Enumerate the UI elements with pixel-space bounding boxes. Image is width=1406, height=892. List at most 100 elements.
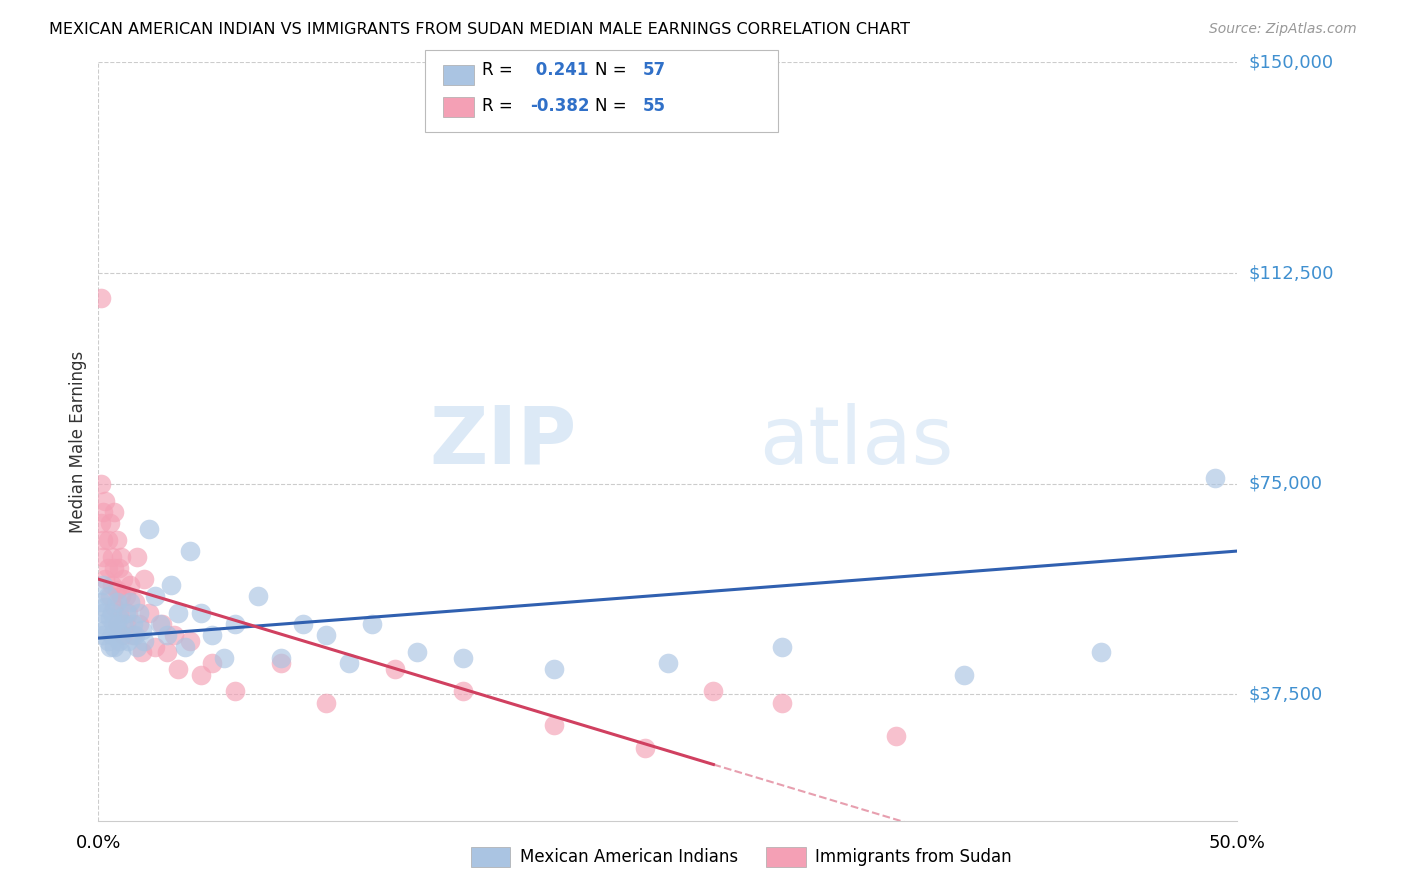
Point bbox=[105, 617, 128, 632]
Text: N =: N = bbox=[595, 62, 631, 79]
Text: 57: 57 bbox=[643, 62, 665, 79]
Point bbox=[543, 718, 565, 732]
Point bbox=[91, 578, 114, 592]
Point bbox=[132, 634, 155, 648]
Point bbox=[190, 667, 212, 681]
Point bbox=[167, 606, 190, 620]
Point bbox=[953, 667, 976, 681]
Point bbox=[90, 594, 112, 608]
Point bbox=[103, 640, 125, 654]
Point bbox=[884, 730, 907, 744]
Point bbox=[101, 628, 124, 642]
Point bbox=[120, 578, 142, 592]
Point bbox=[98, 589, 121, 603]
Point bbox=[179, 544, 201, 558]
Point bbox=[270, 650, 292, 665]
Point bbox=[634, 740, 657, 755]
Point bbox=[138, 606, 160, 620]
Text: Immigrants from Sudan: Immigrants from Sudan bbox=[815, 848, 1012, 866]
Text: ZIP: ZIP bbox=[429, 402, 576, 481]
Point bbox=[98, 516, 121, 530]
Point bbox=[114, 589, 136, 603]
Point bbox=[201, 657, 224, 671]
Point bbox=[384, 662, 406, 676]
Point bbox=[156, 645, 179, 659]
Point bbox=[91, 606, 114, 620]
Point bbox=[131, 623, 153, 637]
Point bbox=[406, 645, 429, 659]
Point bbox=[1204, 471, 1226, 485]
Point bbox=[145, 589, 167, 603]
Point bbox=[91, 549, 114, 564]
Point bbox=[105, 533, 128, 547]
Text: $37,500: $37,500 bbox=[1249, 685, 1323, 703]
Point bbox=[105, 583, 128, 598]
Text: $75,000: $75,000 bbox=[1249, 475, 1323, 492]
Point bbox=[94, 600, 117, 615]
Point bbox=[103, 561, 125, 575]
Point bbox=[128, 606, 150, 620]
Point bbox=[120, 594, 142, 608]
Point bbox=[94, 623, 117, 637]
Point bbox=[150, 617, 173, 632]
Point bbox=[145, 640, 167, 654]
Point bbox=[94, 493, 117, 508]
Point bbox=[108, 611, 131, 625]
Point bbox=[101, 606, 124, 620]
Point bbox=[96, 634, 118, 648]
Point bbox=[90, 291, 112, 305]
Point bbox=[112, 628, 135, 642]
Point bbox=[108, 606, 131, 620]
Point bbox=[201, 628, 224, 642]
Point bbox=[128, 617, 150, 632]
Point bbox=[451, 650, 474, 665]
Point bbox=[117, 634, 139, 648]
Point bbox=[179, 634, 201, 648]
Text: $150,000: $150,000 bbox=[1249, 54, 1333, 71]
Text: -0.382: -0.382 bbox=[530, 97, 589, 115]
Point bbox=[105, 594, 128, 608]
Point bbox=[124, 594, 146, 608]
Point bbox=[315, 696, 337, 710]
Text: 55: 55 bbox=[643, 97, 665, 115]
Text: Source: ZipAtlas.com: Source: ZipAtlas.com bbox=[1209, 22, 1357, 37]
Point bbox=[121, 628, 143, 642]
Point bbox=[127, 640, 149, 654]
Text: MEXICAN AMERICAN INDIAN VS IMMIGRANTS FROM SUDAN MEDIAN MALE EARNINGS CORRELATIO: MEXICAN AMERICAN INDIAN VS IMMIGRANTS FR… bbox=[49, 22, 910, 37]
Y-axis label: Median Male Earnings: Median Male Earnings bbox=[69, 351, 87, 533]
Point bbox=[124, 628, 146, 642]
Point bbox=[702, 684, 724, 698]
Point bbox=[246, 589, 269, 603]
Point bbox=[98, 640, 121, 654]
Point bbox=[174, 640, 197, 654]
Point bbox=[657, 657, 679, 671]
Point bbox=[160, 578, 183, 592]
Point bbox=[101, 549, 124, 564]
Point bbox=[98, 611, 121, 625]
Point bbox=[103, 617, 125, 632]
Point bbox=[110, 589, 132, 603]
Point bbox=[110, 549, 132, 564]
Point bbox=[337, 657, 360, 671]
Point bbox=[90, 476, 112, 491]
Point bbox=[167, 662, 190, 676]
Point bbox=[190, 606, 212, 620]
Text: R =: R = bbox=[482, 62, 519, 79]
Text: N =: N = bbox=[595, 97, 631, 115]
Point bbox=[770, 696, 793, 710]
Text: Mexican American Indians: Mexican American Indians bbox=[520, 848, 738, 866]
Point bbox=[270, 657, 292, 671]
Point bbox=[108, 561, 131, 575]
Point bbox=[315, 628, 337, 642]
Point bbox=[91, 533, 114, 547]
Point bbox=[112, 572, 135, 586]
Point bbox=[451, 684, 474, 698]
Point bbox=[156, 628, 179, 642]
Point bbox=[91, 628, 114, 642]
Point bbox=[108, 634, 131, 648]
Point bbox=[114, 606, 136, 620]
Point bbox=[103, 600, 125, 615]
Point bbox=[105, 623, 128, 637]
Text: atlas: atlas bbox=[759, 402, 953, 481]
Point bbox=[292, 617, 315, 632]
